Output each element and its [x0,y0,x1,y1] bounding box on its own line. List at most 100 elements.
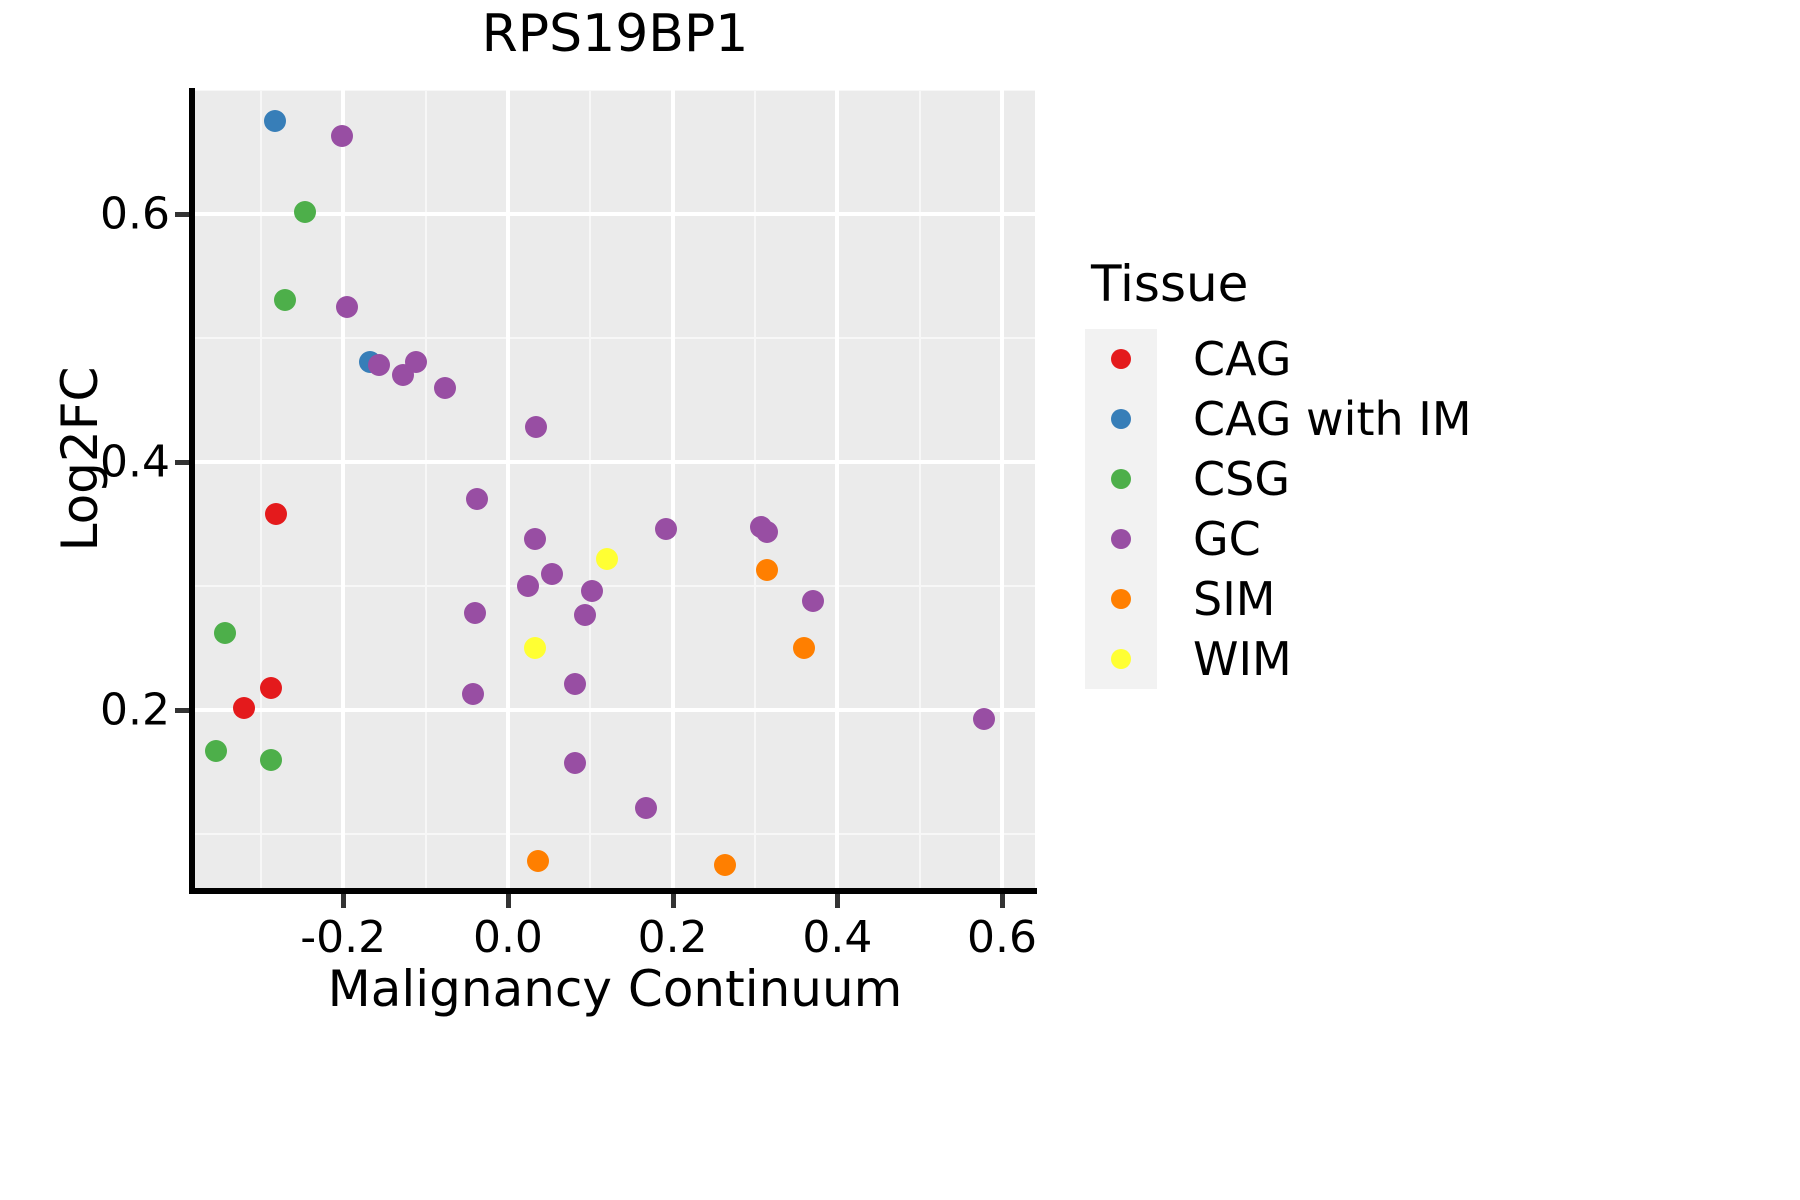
data-point-csg [273,288,296,311]
legend-item-label: SIM [1193,572,1276,626]
plot-panel [195,90,1035,890]
data-point-csg [293,200,316,223]
data-point-gc [972,707,995,730]
gridline-y-major [195,212,1035,217]
gridline-x-minor [259,90,262,890]
x-axis-label: Malignancy Continuum [327,960,903,1018]
x-tick [670,894,676,908]
legend-item-label: CSG [1193,452,1290,506]
data-point-csg [213,622,236,645]
data-point-gc [540,562,563,585]
gridline-x-major [670,90,675,890]
legend-item-cag-with-im[interactable]: CAG with IM [1085,389,1705,449]
y-tick-label: 0.6 [100,188,170,240]
data-point-gc [756,520,779,543]
gridline-x-major [835,90,840,890]
legend-entries: CAG CAG with IM CSG GC SIM WIM [1085,329,1705,689]
data-point-sim [527,850,550,873]
legend-swatch [1085,629,1157,689]
data-point-gc [330,124,353,147]
data-point-gc [580,580,603,603]
gridline-x-major [505,90,510,890]
legend-item-wim[interactable]: WIM [1085,629,1705,689]
legend-item-label: CAG [1193,332,1292,386]
legend-dot-icon [1111,589,1131,609]
data-point-gc [574,603,597,626]
gridline-y-minor [195,90,1035,91]
data-point-cag [259,676,282,699]
data-point-gc [524,416,547,439]
gridline-x-minor [589,90,592,890]
data-point-gc [462,683,485,706]
y-tick [175,212,189,218]
data-point-gc [433,376,456,399]
y-tick [175,708,189,714]
gridline-y-minor [195,337,1035,340]
y-tick [175,460,189,466]
y-tick-label: 0.2 [100,684,170,736]
data-point-gc [464,602,486,625]
x-tick-label: -0.2 [300,912,387,963]
gridline-x-minor [424,90,427,890]
legend-item-label: GC [1193,512,1261,566]
legend-swatch [1085,509,1157,569]
y-axis-line [189,88,195,894]
legend-item-csg[interactable]: CSG [1085,449,1705,509]
data-point-gc [404,350,427,373]
legend-dot-icon [1111,469,1131,489]
legend-item-sim[interactable]: SIM [1085,569,1705,629]
data-point-cag [264,503,287,526]
data-point-sim [714,854,737,877]
x-axis-line [189,888,1037,894]
data-point-sim [755,559,778,581]
data-point-gc [524,527,547,550]
data-point-gc [564,752,587,775]
gridline-y-major [195,460,1035,465]
data-point-gc [336,296,359,319]
y-tick-label: 0.4 [100,436,170,488]
x-tick [835,894,841,908]
data-point-gc [635,797,658,820]
legend-item-cag[interactable]: CAG [1085,329,1705,389]
data-point-sim [793,637,816,660]
data-point-wim [524,637,547,660]
x-tick [341,894,347,908]
legend-dot-icon [1111,649,1131,669]
legend-item-label: CAG with IM [1193,392,1472,446]
data-point-cag-with-im [263,110,286,132]
x-tick [1000,894,1006,908]
x-tick-label: 0.0 [472,912,543,963]
legend-dot-icon [1111,349,1131,369]
x-tick-label: 0.4 [802,912,873,963]
legend-dot-icon [1111,409,1131,429]
gridline-y-minor [195,833,1035,836]
data-point-gc [516,575,539,598]
gridline-y-minor [195,585,1035,588]
data-point-gc [655,518,678,541]
data-point-csg [204,740,227,763]
gridline-y-major [195,708,1035,713]
gridline-x-minor [754,90,756,890]
data-point-wim [595,547,618,570]
legend-swatch [1085,329,1157,389]
gridline-x-major [1000,90,1005,890]
page-title: RPS19BP1 [481,4,749,64]
gridline-x-minor [918,90,921,890]
legend-item-gc[interactable]: GC [1085,509,1705,569]
legend-swatch [1085,389,1157,449]
gridline-x-major [341,90,346,890]
legend-dot-icon [1111,529,1131,549]
data-point-gc [801,590,824,612]
data-point-gc [465,488,488,511]
x-tick [505,894,511,908]
data-point-gc [564,673,587,696]
legend-swatch [1085,569,1157,629]
legend-key-background [1085,329,1157,689]
data-point-csg [259,748,282,771]
legend-swatch [1085,449,1157,509]
legend: Tissue CAG CAG with IM CSG GC SIM WIM [1085,255,1705,689]
data-point-gc [367,354,390,377]
plot-panel-wrapper [195,90,1035,890]
x-tick-label: 0.6 [967,912,1038,963]
